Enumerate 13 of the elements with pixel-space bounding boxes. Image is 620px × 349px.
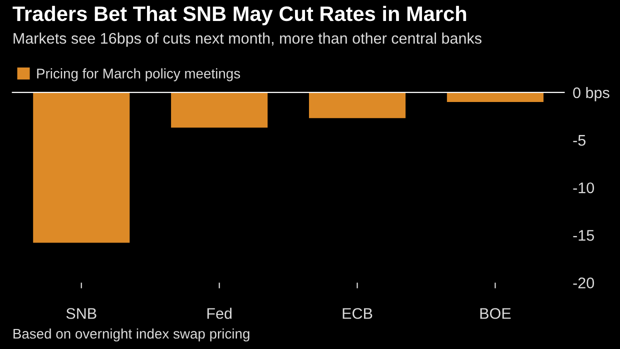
y-tick-label: -5 — [573, 135, 586, 146]
chart-title: Traders Bet That SNB May Cut Rates in March — [12, 6, 466, 26]
x-tick-label: BOE — [480, 308, 511, 319]
text: Based on overnight index swap pricing — [14, 328, 250, 342]
x-tick-label: Fed — [207, 308, 232, 319]
chart-subtitle: Markets see 16bps of cuts next month, more than other central banks — [14, 32, 482, 47]
y-tick-label: 0 bps — [573, 86, 610, 102]
y-tick-label: -10 — [573, 182, 594, 194]
x-tick-label: ECB — [342, 308, 372, 319]
y-tick-label: -20 — [573, 278, 594, 288]
y-tick-label: -15 — [573, 230, 594, 241]
x-tick-label: SNB — [66, 308, 96, 319]
legend-label: Pricing for March policy meetings — [37, 68, 240, 82]
